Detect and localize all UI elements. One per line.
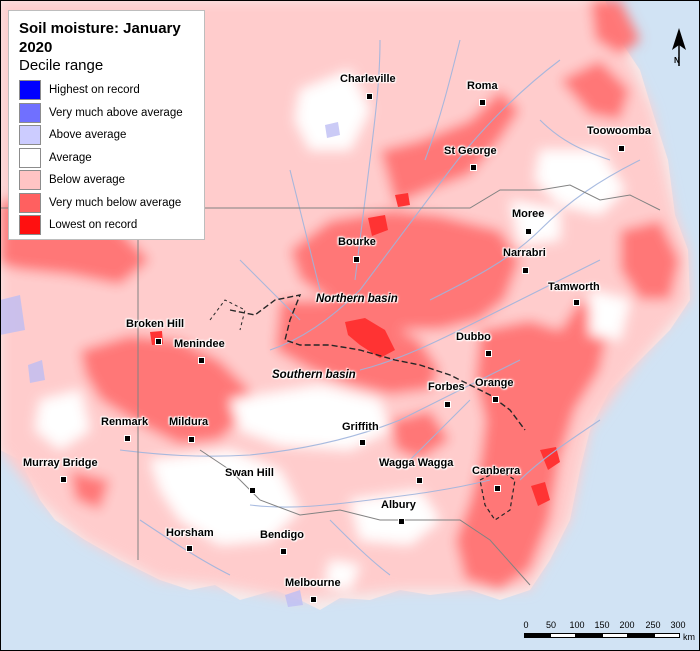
town-marker-menindee [198,357,205,364]
basin-boundary [229,294,526,431]
rivers [119,39,641,576]
legend-row-above: Above average [19,124,194,147]
above-average-patches [0,122,340,607]
town-label-broken-hill: Broken Hill [126,318,185,330]
town-marker-wagga-wagga [416,477,423,484]
legend-label: Below average [49,174,126,187]
town-label-charleville: Charleville [340,73,396,85]
town-marker-charleville [366,93,373,100]
town-marker-orange [492,396,499,403]
town-label-bourke: Bourke [338,236,376,248]
scale-tick-label: 150 [594,620,610,630]
basin-outline [209,299,246,331]
scale-segment [524,633,550,638]
town-marker-canberra [494,485,501,492]
town-marker-tamworth [573,299,580,306]
legend-swatch [19,80,41,101]
legend-title: Soil moisture: January 2020 [19,20,181,56]
town-label-toowoomba: Toowoomba [587,125,651,137]
town-label-swan-hill: Swan Hill [225,467,274,479]
town-label-mildura: Mildura [169,416,209,428]
legend-swatch [19,170,41,191]
town-marker-toowoomba [618,145,625,152]
scale-segment [628,633,654,638]
legend-swatch [19,192,41,213]
town-label-canberra: Canberra [472,465,521,477]
town-marker-broken-hill [155,338,162,345]
legend-swatch [19,147,41,168]
town-marker-melbourne [310,596,317,603]
scale-tick-label: 300 [670,620,686,630]
town-label-murray-bridge: Murray Bridge [23,457,98,469]
legend-row-lowest: Lowest on record [19,214,194,237]
town-marker-st-george [470,164,477,171]
town-marker-albury [398,518,405,525]
scale-tick-label: 50 [545,620,557,630]
town-marker-mildura [188,436,195,443]
legend-row-below: Below average [19,169,194,192]
town-marker-murray-bridge [60,476,67,483]
legend-row-average: Average [19,147,194,170]
scale-bar: 0 50 100 150 200 250 300 km [520,620,696,648]
legend: Soil moisture: January 2020 Decile range… [8,10,205,240]
town-label-menindee: Menindee [174,338,225,350]
town-marker-narrabri [522,267,529,274]
legend-subtitle: Decile range [19,57,104,74]
state-borders [0,184,661,586]
town-marker-roma [479,99,486,106]
town-label-wagga-wagga: Wagga Wagga [379,457,454,469]
north-arrow-icon [672,28,686,66]
basin-label-southern: Southern basin [272,369,356,381]
scale-tick-label: 200 [619,620,635,630]
legend-label: Highest on record [49,84,140,97]
town-label-dubbo: Dubbo [456,331,491,343]
legend-label: Above average [49,129,127,142]
town-marker-bourke [353,256,360,263]
town-label-renmark: Renmark [101,416,149,428]
town-label-melbourne: Melbourne [285,577,341,589]
scale-segment [576,633,602,638]
town-label-forbes: Forbes [428,381,465,393]
scale-tick-label: 250 [645,620,661,630]
town-label-albury: Albury [381,499,416,511]
town-marker-renmark [124,435,131,442]
town-label-tamworth: Tamworth [548,281,600,293]
town-label-orange: Orange [475,377,514,389]
town-marker-moree [525,228,532,235]
legend-swatch [19,125,41,146]
town-marker-forbes [444,401,451,408]
town-label-moree: Moree [512,208,545,220]
legend-row-very-much-below: Very much below average [19,192,194,215]
town-marker-dubbo [485,350,492,357]
town-marker-horsham [186,545,193,552]
legend-row-highest: Highest on record [19,79,194,102]
town-marker-bendigo [280,548,287,555]
legend-label: Lowest on record [49,219,138,232]
act-border [479,469,516,521]
legend-swatch [19,215,41,236]
town-label-griffith: Griffith [342,421,379,433]
scale-segment [602,633,628,638]
lowest-on-record-patches [150,193,560,506]
legend-label: Very much below average [49,196,182,209]
legend-swatch [19,102,41,123]
scale-tick-label: 100 [569,620,585,630]
scale-tick-label: 0 [523,620,529,630]
legend-label: Average [49,151,92,164]
town-marker-griffith [359,439,366,446]
town-label-roma: Roma [467,80,498,92]
town-marker-swan-hill [249,487,256,494]
town-label-horsham: Horsham [166,527,214,539]
town-label-st-george: St George [444,145,497,157]
town-label-bendigo: Bendigo [260,529,304,541]
scale-unit: km [683,632,695,642]
legend-row-very-much-above: Very much above average [19,102,194,125]
legend-label: Very much above average [49,106,183,119]
scale-segment [654,633,680,638]
north-arrow-label: N [674,56,680,65]
scale-segment [550,633,576,638]
town-label-narrabri: Narrabri [503,247,546,259]
basin-label-northern: Northern basin [316,293,398,305]
